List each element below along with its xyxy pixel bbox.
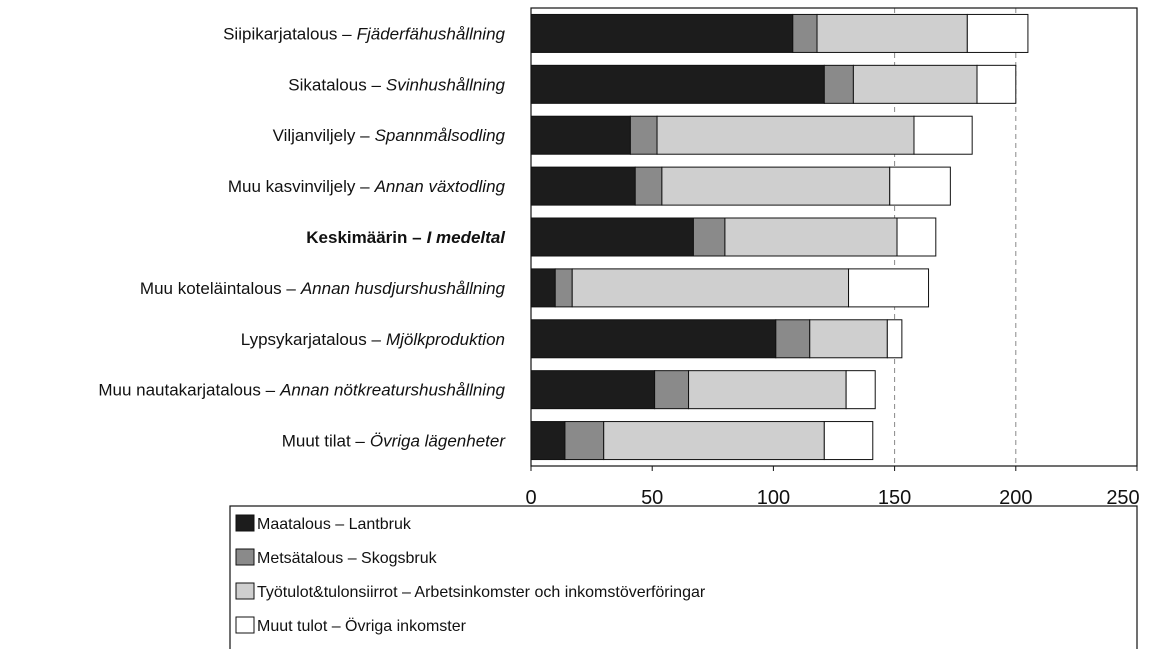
category-label: Viljanviljely – Spannmålsodling [273, 126, 506, 145]
category-sv: Annan husdjurshushållning [300, 279, 506, 298]
bar-segment [692, 217, 726, 257]
bar-segment [976, 64, 1017, 104]
plot-frame [530, 7, 1138, 467]
legend-swatch [235, 514, 255, 532]
bar-segment [554, 268, 573, 308]
category-sv: Annan nötkreatu­rshushållning [279, 381, 505, 400]
bar-segment [530, 217, 694, 257]
bar-segment [792, 13, 818, 53]
bar-segment [530, 166, 636, 206]
bar-segment [913, 115, 973, 155]
x-tick-label: 150 [878, 487, 911, 509]
bar-segment [886, 319, 903, 359]
category-fi: Muut tilat – [282, 432, 366, 451]
category-fi: Keskimäärin – [306, 228, 421, 247]
category-sv: I medeltal [427, 228, 507, 247]
category-label: Muu koteläintalous – Annan husdjurshushål… [140, 279, 506, 298]
bar-segment [889, 166, 951, 206]
category-fi: Muu nautakarjatalous – [98, 381, 275, 400]
bar-segment [661, 166, 891, 206]
legend-swatch [235, 616, 255, 634]
bar-segment [634, 166, 663, 206]
bar-segment [896, 217, 937, 257]
category-sv: Övriga lägenheter [370, 432, 506, 451]
x-tick-label: 50 [641, 487, 663, 509]
legend-swatch [235, 548, 255, 566]
category-label: Siipikarjatalous – Fjäderfähushållning [223, 24, 505, 43]
category-sv: Spannmålsodling [375, 126, 506, 145]
category-sv: Annan växtodling [374, 177, 506, 196]
category-label: Muu kasvinviljely – Annan växtodling [228, 177, 506, 196]
bar-segment [603, 421, 825, 461]
x-tick-label: 0 [525, 487, 536, 509]
category-fi: Lypsykarjatalous – [241, 330, 382, 349]
x-tick-label: 250 [1106, 487, 1139, 509]
category-label: Keskimäärin – I medeltal [306, 228, 506, 247]
category-fi: Viljanviljely – [273, 126, 371, 145]
legend-swatch [235, 582, 255, 600]
bar-segment [656, 115, 915, 155]
bar-segment [530, 268, 556, 308]
category-fi: Sikatalous – [288, 75, 381, 94]
bar-segment [629, 115, 658, 155]
bar-segment [724, 217, 898, 257]
bar-segment [845, 370, 876, 410]
legend-box [229, 505, 1138, 654]
bar-segment [530, 370, 656, 410]
bar-segment [823, 421, 874, 461]
category-fi: Muu koteläintalous – [140, 279, 296, 298]
legend-label: Maatalous – Lantbruk [257, 516, 412, 533]
bar-segment [530, 115, 631, 155]
x-tick-label: 100 [757, 487, 790, 509]
category-sv: Mjölkproduktion [386, 330, 505, 349]
bar-segment [530, 319, 777, 359]
bar-segment [775, 319, 811, 359]
bar-segment [823, 64, 854, 104]
bar-segment [966, 13, 1029, 53]
bar-segment [530, 64, 825, 104]
bar-segment [688, 370, 847, 410]
bar-segment [530, 421, 566, 461]
category-label: Lypsykarjatalous – Mjölkproduktion [241, 330, 505, 349]
legend-label: Muut tulot – Övriga inkomster [257, 617, 467, 635]
category-fi: Siipikarjatalous – [223, 24, 352, 43]
bar-segment [809, 319, 888, 359]
bar-segment [654, 370, 690, 410]
bar-segment [564, 421, 605, 461]
category-sv: Fjäderfähushållning [357, 24, 506, 43]
category-label: Muut tilat – Övriga lägenheter [282, 432, 507, 451]
bar-segment [571, 268, 850, 308]
legend-label: Metsätalous – Skogsbruk [257, 550, 438, 567]
category-label: Sikatalous – Svinhushållning [288, 75, 505, 94]
legend-label: Työtulot&tulonsiirrot – Arbetsinkomster … [257, 584, 706, 601]
category-fi: Muu kasvinviljely – [228, 177, 370, 196]
x-tick-label: 200 [999, 487, 1032, 509]
bar-segment [816, 13, 968, 53]
bar-segment [530, 13, 794, 53]
category-label: Muu nautakarjatalous – Annan nötkreatu­rs… [98, 381, 505, 400]
bar-segment [852, 64, 978, 104]
bar-segment [848, 268, 930, 308]
category-sv: Svinhushållning [386, 75, 506, 94]
